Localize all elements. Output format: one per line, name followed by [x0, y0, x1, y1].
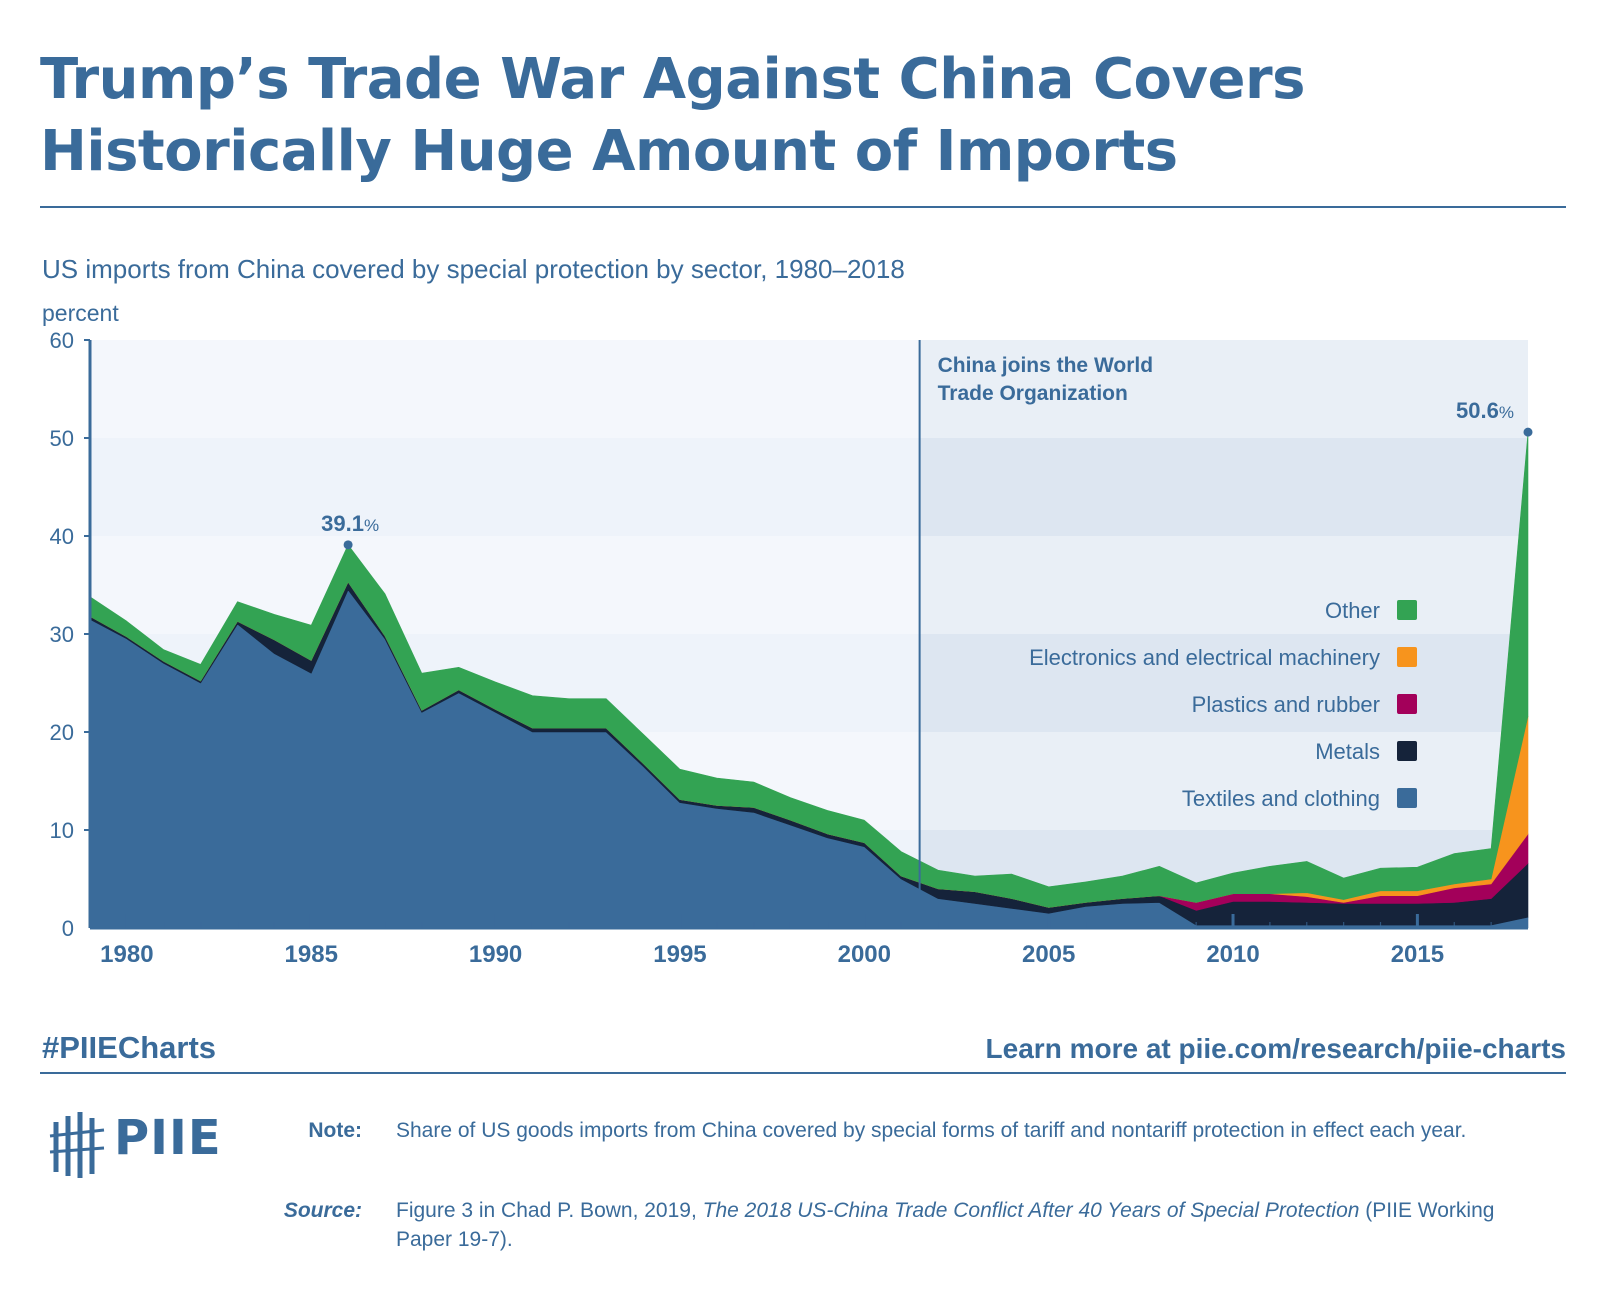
y-tick-label-3: 30: [50, 622, 74, 647]
source-label: Source:: [283, 1199, 362, 1222]
page-title: Trump’s Trade War Against China Covers H…: [40, 44, 1540, 188]
learn-more-link[interactable]: Learn more at piie.com/research/piie-cha…: [985, 1033, 1566, 1064]
annotation-label-1: 50.6%: [1456, 398, 1514, 423]
y-tick-label-2: 20: [50, 720, 74, 745]
legend-label-0: Other: [1325, 598, 1380, 623]
annotation-value-1: 50.6: [1456, 398, 1499, 423]
x-tick-label-6: 2010: [1206, 941, 1259, 968]
legend-label-1: Electronics and electrical machinery: [1029, 645, 1380, 670]
legend-swatch-4: [1397, 788, 1417, 808]
piie-logo-text: PIIE: [114, 1110, 222, 1166]
header-divider: [40, 206, 1566, 208]
legend-swatch-2: [1397, 694, 1417, 714]
x-tick-label-2: 1990: [469, 941, 522, 968]
legend-swatch-3: [1397, 741, 1417, 761]
x-tick-label-3: 1995: [653, 941, 706, 968]
title-line-1: Trump’s Trade War Against China Covers: [40, 47, 1305, 112]
piie-logo: PIIE: [48, 1108, 221, 1180]
axis-ticks: 0 10 20 30 40 50 60 1980 1985 1990 1995 2000 2005 201…: [50, 330, 1528, 968]
legend-swatch-1: [1397, 647, 1417, 667]
footer-divider: [40, 1072, 1566, 1074]
legend: Other Electronics and electrical machiner…: [1029, 598, 1417, 811]
note-text: Share of US goods imports from China cov…: [396, 1119, 1467, 1142]
y-tick-label-1: 10: [50, 818, 74, 843]
legend-swatch-0: [1397, 600, 1417, 620]
plot-region-post-wto: [919, 340, 1528, 928]
source-suffix: (PIIE Working Paper 19-7).: [396, 1199, 1495, 1251]
annotations: China joins the World Trade Organization 3…: [321, 340, 1533, 928]
area-series-4: [89, 431, 1529, 908]
legend-label-4: Textiles and clothing: [1182, 786, 1380, 811]
note-label: Note:: [308, 1119, 362, 1142]
x-tick-label-0: 1980: [100, 941, 153, 968]
source-prefix: Figure 3 in Chad P. Bown, 2019,: [396, 1199, 703, 1222]
x-tick-label-1: 1985: [285, 941, 338, 968]
y-tick-label-0: 0: [62, 916, 74, 941]
title-line-2: Historically Huge Amount of Imports: [40, 119, 1178, 184]
y-axis-unit-label: percent: [42, 300, 119, 326]
source-title: The 2018 US-China Trade Conflict After 4…: [702, 1199, 1360, 1222]
hashtag: #PIIECharts: [42, 1030, 217, 1065]
annotation-label-0: 39.1%: [321, 511, 379, 536]
grid-band-1: [90, 536, 1528, 634]
source-text: Figure 3 in Chad P. Bown, 2019, The 2018…: [396, 1196, 1556, 1254]
annotation-value-0: 39.1: [321, 511, 364, 536]
x-tick-label-5: 2005: [1022, 941, 1075, 968]
wto-label-line-2: Trade Organization: [938, 382, 1128, 405]
legend-label-3: Metals: [1315, 739, 1380, 764]
chart-title: US imports from China covered by special…: [42, 254, 905, 284]
x-tick-label-4: 2000: [838, 941, 891, 968]
piie-logo-icon: [49, 1112, 105, 1178]
grid-band-2: [90, 340, 1528, 438]
annotation-dot-1: [1523, 427, 1533, 437]
y-tick-label-4: 40: [50, 524, 74, 549]
x-tick-label-7: 2015: [1391, 941, 1444, 968]
y-tick-label-5: 50: [50, 426, 74, 451]
annotation-unit-1: %: [1499, 403, 1514, 422]
annotation-dot-0: [343, 540, 353, 550]
annotation-unit-0: %: [364, 516, 379, 535]
y-tick-label-6: 60: [50, 330, 74, 353]
plot-background: [90, 340, 1528, 928]
area-chart: 0 10 20 30 40 50 60 1980 1985 1990 1995 2000 2005 201…: [50, 330, 1533, 968]
legend-label-2: Plastics and rubber: [1192, 692, 1380, 717]
wto-label-line-1: China joins the World: [938, 354, 1153, 377]
